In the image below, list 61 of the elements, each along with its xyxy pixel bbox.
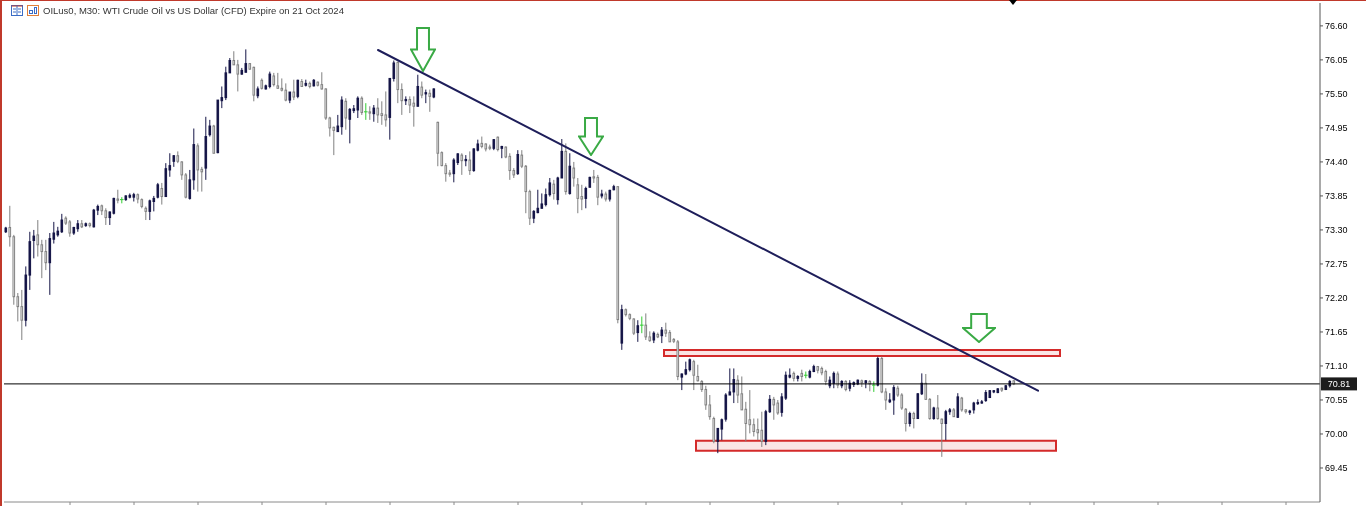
candlestick: [244, 48, 248, 73]
candlestick: [384, 90, 388, 128]
y-tick-label: 70.00: [1325, 429, 1348, 440]
candlestick: [160, 182, 164, 206]
candlestick: [760, 411, 764, 448]
candlestick: [692, 359, 696, 391]
candlestick: [376, 97, 380, 124]
candlestick: [956, 392, 960, 419]
candlestick: [732, 367, 736, 404]
y-tick-label: 76.60: [1325, 21, 1348, 32]
candlestick: [584, 186, 588, 209]
candlestick: [944, 409, 948, 441]
y-tick-label: 72.20: [1325, 293, 1348, 304]
candlestick: [356, 95, 360, 119]
candlestick: [772, 396, 776, 421]
y-tick-label: 74.40: [1325, 157, 1348, 168]
candlestick: [576, 177, 580, 214]
candlestick: [892, 384, 896, 416]
candlestick: [712, 416, 716, 444]
candlestick: [348, 107, 352, 144]
candlestick: [452, 157, 456, 183]
candlestick: [428, 89, 432, 113]
candlestick: [580, 184, 584, 211]
candlestick: [344, 97, 348, 131]
candlestick: [936, 394, 940, 421]
candlestick: [552, 179, 556, 201]
candlestick: [236, 59, 240, 92]
candlestick: [60, 213, 64, 234]
candlestick: [904, 407, 908, 433]
y-tick-label: 75.50: [1325, 89, 1348, 100]
candlestick: [596, 174, 600, 206]
candlestick: [20, 289, 24, 341]
candlestick: [292, 79, 296, 101]
y-tick-label: 73.30: [1325, 225, 1348, 236]
candlestick: [639, 316, 645, 334]
y-tick-label: 69.45: [1325, 463, 1348, 474]
ref-line-label: 70.81: [1327, 379, 1351, 390]
y-tick-label: 72.75: [1325, 259, 1348, 270]
candlestick: [460, 152, 464, 176]
candlestick: [412, 95, 416, 128]
candlestick: [756, 418, 760, 441]
candlestick: [36, 219, 40, 258]
y-tick-label: 74.95: [1325, 123, 1348, 134]
candlestick: [32, 229, 36, 259]
y-tick-label: 76.05: [1325, 55, 1348, 66]
candlestick: [44, 239, 48, 271]
candlestick: [472, 147, 476, 173]
candlestick: [636, 319, 640, 343]
candlestick: [360, 95, 364, 116]
y-tick-label: 73.85: [1325, 191, 1348, 202]
candlestick: [468, 150, 472, 176]
candlestick: [416, 74, 420, 107]
candlestick: [644, 312, 648, 341]
y-tick-label: 71.65: [1325, 327, 1348, 338]
candlestick: [572, 161, 576, 188]
candlestick: [748, 389, 752, 434]
chart-title: OILus0, M30: WTI Crude Oil vs US Dollar (CFD) Expire on 21 Oct 2024: [43, 5, 344, 17]
candlestick: [380, 100, 384, 126]
candlestick: [516, 149, 520, 176]
y-tick-label: 70.55: [1325, 395, 1348, 406]
y-tick-label: 71.10: [1325, 361, 1348, 372]
